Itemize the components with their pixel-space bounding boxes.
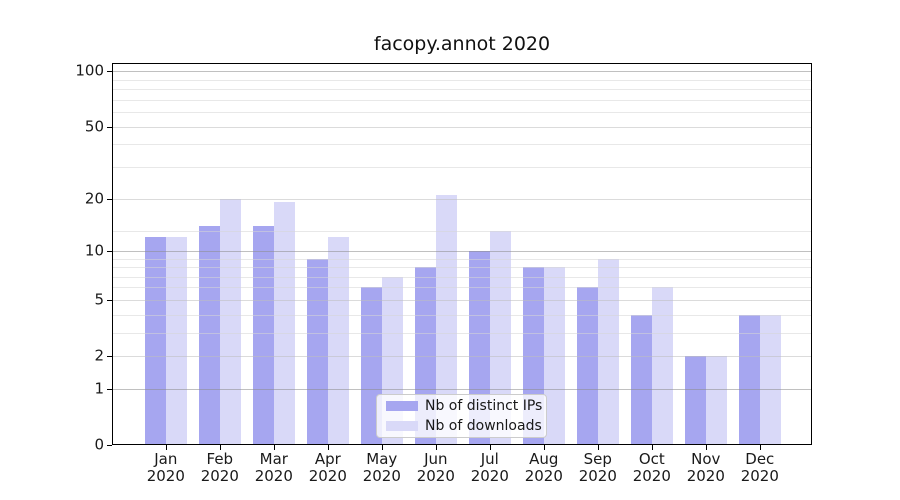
x-tick-month: Nov <box>691 450 721 468</box>
x-tick-mark <box>219 445 221 450</box>
x-tick-label: Sep 2020 <box>568 451 628 485</box>
x-tick-mark <box>327 445 329 450</box>
y-tick-label: 1 <box>94 379 104 398</box>
x-tick-month: Sep <box>583 450 612 468</box>
x-tick-month: Jan <box>154 450 178 468</box>
x-tick-year: 2020 <box>254 467 293 485</box>
x-tick-year: 2020 <box>632 467 671 485</box>
x-tick-year: 2020 <box>470 467 509 485</box>
x-tick-mark <box>165 445 167 450</box>
x-tick-label: May 2020 <box>352 451 412 485</box>
x-tick-mark <box>273 445 275 450</box>
x-tick-month: Mar <box>259 450 288 468</box>
y-tick-label: 0 <box>94 435 104 454</box>
x-tick-year: 2020 <box>146 467 185 485</box>
x-tick-month: Jun <box>424 450 448 468</box>
y-tick-mark <box>107 445 112 446</box>
x-tick-label: Jul 2020 <box>460 451 520 485</box>
x-tick-label: Mar 2020 <box>244 451 304 485</box>
legend-label-distinct-ips: Nb of distinct IPs <box>425 398 543 414</box>
x-tick-year: 2020 <box>200 467 239 485</box>
x-tick-mark <box>705 445 707 450</box>
x-tick-year: 2020 <box>524 467 563 485</box>
x-tick-month: Feb <box>206 450 234 468</box>
x-tick-label: Jun 2020 <box>406 451 466 485</box>
x-tick-month: Aug <box>529 450 559 468</box>
legend-item-downloads: Nb of downloads <box>386 418 542 434</box>
plot-area <box>112 63 812 445</box>
x-tick-mark <box>543 445 545 450</box>
y-tick-label: 20 <box>84 189 104 208</box>
y-tick-label: 5 <box>94 290 104 309</box>
x-tick-mark <box>381 445 383 450</box>
x-tick-month: Oct <box>638 450 665 468</box>
x-tick-mark <box>435 445 437 450</box>
legend-swatch-distinct-ips <box>386 401 418 411</box>
x-tick-mark <box>597 445 599 450</box>
y-tick-label: 50 <box>84 117 104 136</box>
legend-item-distinct-ips: Nb of distinct IPs <box>386 398 542 414</box>
legend: Nb of distinct IPs Nb of downloads <box>376 394 547 438</box>
x-tick-label: Jan 2020 <box>136 451 196 485</box>
x-tick-label: Oct 2020 <box>622 451 682 485</box>
x-tick-label: Feb 2020 <box>190 451 250 485</box>
legend-label-downloads: Nb of downloads <box>425 418 542 434</box>
x-tick-year: 2020 <box>686 467 725 485</box>
x-tick-label: Nov 2020 <box>676 451 736 485</box>
x-tick-month: Dec <box>745 450 775 468</box>
x-tick-month: Apr <box>314 450 341 468</box>
x-tick-year: 2020 <box>362 467 401 485</box>
y-tick-label: 10 <box>84 241 104 260</box>
x-tick-label: Dec 2020 <box>730 451 790 485</box>
x-tick-year: 2020 <box>416 467 455 485</box>
x-tick-month: Jul <box>480 450 499 468</box>
x-tick-mark <box>759 445 761 450</box>
chart-title: facopy.annot 2020 <box>373 33 551 55</box>
x-tick-mark <box>489 445 491 450</box>
x-tick-month: May <box>366 450 398 468</box>
x-tick-year: 2020 <box>578 467 617 485</box>
x-tick-label: Apr 2020 <box>298 451 358 485</box>
legend-swatch-downloads <box>386 421 418 431</box>
x-tick-mark <box>651 445 653 450</box>
y-tick-label: 2 <box>94 346 104 365</box>
x-tick-year: 2020 <box>308 467 347 485</box>
x-tick-label: Aug 2020 <box>514 451 574 485</box>
y-tick-label: 100 <box>75 61 104 80</box>
x-tick-year: 2020 <box>740 467 779 485</box>
